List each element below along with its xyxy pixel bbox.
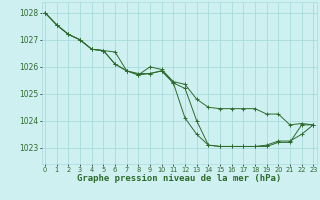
- X-axis label: Graphe pression niveau de la mer (hPa): Graphe pression niveau de la mer (hPa): [77, 174, 281, 183]
